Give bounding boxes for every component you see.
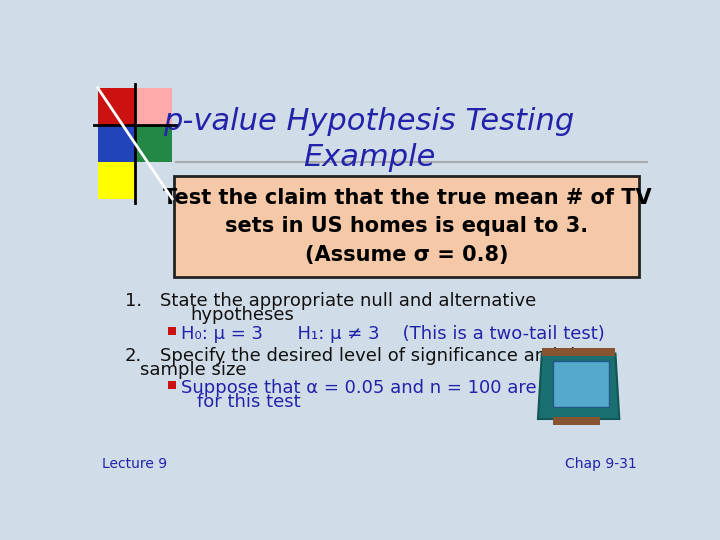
Text: H₀: μ = 3      H₁: μ ≠ 3    (This is a two-tail test): H₀: μ = 3 H₁: μ ≠ 3 (This is a two-tail … [181, 325, 606, 343]
Bar [168, 327, 176, 335]
Text: sample size: sample size [140, 361, 247, 379]
Text: Suppose that α = 0.05 and n = 100 are chosen: Suppose that α = 0.05 and n = 100 are ch… [181, 379, 607, 397]
Bar [98, 125, 135, 162]
Bar [554, 417, 600, 425]
Text: p-value Hypothesis Testing
Example: p-value Hypothesis Testing Example [163, 107, 575, 172]
Text: 2.: 2. [125, 347, 142, 366]
Text: Test the claim that the true mean # of TV
sets in US homes is equal to 3.
(Assum: Test the claim that the true mean # of T… [163, 188, 652, 265]
Text: for this test: for this test [197, 393, 300, 411]
Text: Specify the desired level of significance and the: Specify the desired level of significanc… [160, 347, 593, 366]
Bar [98, 88, 135, 125]
Text: State the appropriate null and alternative: State the appropriate null and alternati… [160, 292, 536, 310]
Text: Chap 9-31: Chap 9-31 [564, 457, 636, 471]
FancyBboxPatch shape [174, 176, 639, 278]
Bar [135, 125, 172, 162]
Text: Lecture 9: Lecture 9 [102, 457, 167, 471]
Bar [98, 162, 135, 199]
Polygon shape [538, 354, 619, 419]
Bar [135, 88, 172, 125]
Text: hypotheses: hypotheses [191, 306, 294, 324]
Bar [542, 348, 616, 356]
Text: 1.: 1. [125, 292, 142, 310]
Bar [168, 381, 176, 389]
Polygon shape [554, 361, 609, 408]
